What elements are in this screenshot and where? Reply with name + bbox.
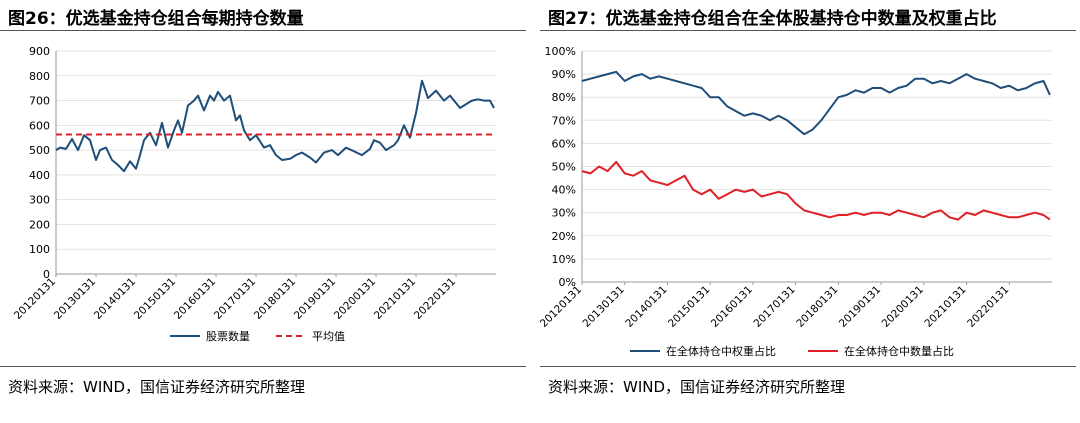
x-tick-label: 20150131 [666,284,712,330]
y-tick-label: 900 [29,45,50,58]
x-tick-label: 20140131 [92,276,138,322]
x-tick-label: 20190131 [292,276,338,322]
y-tick-label: 30% [552,207,576,220]
right-chart-panel: 图27：优选基金持仓组合在全体股基持仓中数量及权重占比 0% 10% 20% 30% 4… [540,0,1080,423]
x-tick-label: 20140131 [623,284,669,330]
y-tick-label: 40% [552,184,576,197]
x-tick-label: 20200131 [880,284,926,330]
legend-label: 股票数量 [206,330,250,343]
y-tick-label: 500 [29,144,50,157]
right-source-rule [540,366,1076,367]
x-tick-label: 20120131 [540,284,584,330]
y-tick-label: 600 [29,119,50,132]
x-tick-label: 20220131 [965,284,1011,330]
y-tick-label: 400 [29,169,50,182]
x-tick-label: 20120131 [12,276,58,322]
x-tick-label: 20200131 [332,276,378,322]
x-tick-label: 20210131 [372,276,418,322]
y-tick-label: 20% [552,230,576,243]
y-tick-label: 800 [29,70,50,83]
left-chart-title: 图26：优选基金持仓组合每期持仓数量 [8,9,304,29]
y-tick-label: 80% [552,91,576,104]
right-chart-title: 图27：优选基金持仓组合在全体股基持仓中数量及权重占比 [548,9,997,29]
y-tick-label: 100 [29,243,50,256]
x-tick-label: 20160131 [709,284,755,330]
x-tick-label: 20170131 [751,284,797,330]
x-tick-label: 20210131 [922,284,968,330]
left-source-note: 资料来源：WIND，国信证券经济研究所整理 [8,378,306,396]
left-title-rule [0,30,526,31]
x-tick-label: 20160131 [172,276,218,322]
y-tick-label: 200 [29,218,50,231]
x-tick-label: 20170131 [212,276,258,322]
x-tick-label: 20190131 [837,284,883,330]
left-source-rule [0,366,526,367]
x-tick-label: 20220131 [412,276,458,322]
x-tick-label: 20180131 [252,276,298,322]
right-source-note: 资料来源：WIND，国信证券经济研究所整理 [548,378,846,396]
x-tick-label: 20130131 [581,284,627,330]
legend-label: 在全体持仓中权重占比 [666,344,776,358]
x-tick-label: 20180131 [794,284,840,330]
legend-label: 平均值 [312,330,345,343]
y-tick-label: 70% [552,114,576,127]
x-tick-label: 20150131 [132,276,178,322]
series-line-2 [581,160,1051,221]
series-line-1 [581,70,1051,136]
left-chart-panel: 图26：优选基金持仓组合每期持仓数量 0 100 200 300 400 500 600 70… [0,0,530,423]
y-tick-label: 300 [29,194,50,207]
y-tick-label: 60% [552,137,576,150]
y-tick-label: 10% [552,253,576,266]
y-tick-label: 100% [545,45,576,58]
y-tick-label: 700 [29,95,50,108]
right-line-chart: 0% 10% 20% 30% 40% 50% 60% 70% 80% 90% 100% 2012013… [540,45,1052,358]
x-tick-label: 20130131 [52,276,98,322]
y-tick-label: 50% [552,161,576,174]
series-line-1 [55,79,495,173]
y-tick-label: 90% [552,68,576,81]
y-tick-label: 0% [559,276,576,289]
right-title-rule [540,30,1076,31]
left-line-chart: 0 100 200 300 400 500 600 700 800 900 201201312013… [12,45,496,343]
legend-label: 在全体持仓中数量占比 [844,344,954,358]
y-tick-label: 0 [43,268,50,281]
